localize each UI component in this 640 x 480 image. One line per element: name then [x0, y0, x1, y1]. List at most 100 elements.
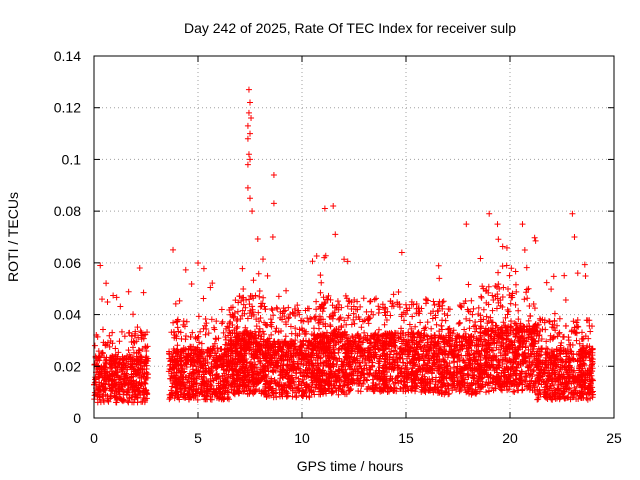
data-point: [357, 303, 364, 310]
data-point: [304, 366, 311, 373]
data-point: [222, 385, 229, 392]
data-point: [465, 308, 472, 315]
data-point: [114, 368, 121, 375]
data-point: [134, 366, 141, 373]
data-point: [388, 348, 395, 355]
data-point: [409, 353, 416, 360]
data-point: [92, 374, 99, 381]
data-point: [400, 347, 407, 354]
data-point: [103, 280, 110, 287]
data-point: [213, 365, 220, 372]
data-point: [172, 300, 179, 307]
data-point: [370, 386, 377, 393]
data-point: [228, 382, 235, 389]
data-point: [477, 356, 484, 363]
data-point: [115, 349, 122, 356]
data-point: [240, 285, 247, 292]
data-point: [437, 362, 444, 369]
data-point: [298, 342, 305, 349]
data-point: [344, 303, 351, 310]
data-point: [103, 356, 110, 363]
data-point: [250, 375, 257, 382]
data-point: [330, 346, 337, 353]
data-point: [397, 377, 404, 384]
data-point: [284, 361, 291, 368]
data-point: [366, 364, 373, 371]
data-point: [320, 294, 327, 301]
data-point: [257, 314, 264, 321]
data-point: [230, 339, 237, 346]
data-point: [238, 297, 245, 304]
data-point: [514, 365, 521, 372]
data-point: [488, 333, 495, 340]
data-point: [244, 371, 251, 378]
data-point: [296, 311, 303, 318]
data-point: [459, 342, 466, 349]
data-point: [336, 367, 343, 374]
data-point: [121, 333, 128, 340]
data-point: [142, 354, 149, 361]
data-point: [525, 352, 532, 359]
data-point: [198, 348, 205, 355]
data-point: [128, 374, 135, 381]
data-point: [203, 326, 210, 333]
data-point: [277, 393, 283, 400]
chart-title: Day 242 of 2025, Rate Of TEC Index for r…: [184, 20, 516, 36]
data-point: [327, 337, 334, 344]
data-point: [375, 309, 382, 316]
data-point: [292, 305, 299, 312]
data-point: [248, 330, 255, 337]
data-point: [424, 297, 431, 304]
data-point: [339, 367, 346, 374]
data-point: [351, 339, 358, 346]
data-point: [364, 371, 371, 378]
data-point: [481, 336, 488, 343]
data-point: [438, 390, 445, 397]
data-point: [175, 392, 182, 399]
data-point: [94, 333, 101, 340]
data-point: [503, 383, 510, 390]
data-point: [330, 356, 337, 363]
data-point: [417, 319, 424, 326]
data-point: [167, 358, 174, 365]
data-point: [394, 364, 401, 371]
data-point: [448, 383, 455, 390]
data-point: [286, 379, 293, 386]
data-point: [366, 356, 373, 363]
data-point: [174, 394, 181, 401]
data-point: [108, 386, 115, 393]
data-point: [446, 374, 453, 381]
data-point: [278, 348, 285, 355]
data-point: [227, 337, 234, 344]
data-point: [497, 352, 504, 359]
data-point: [218, 396, 225, 403]
data-point: [336, 382, 343, 389]
data-point: [329, 361, 336, 368]
data-point: [287, 323, 294, 330]
data-point: [340, 361, 347, 368]
data-point: [133, 394, 140, 401]
data-point: [320, 304, 327, 311]
data-point: [370, 351, 377, 358]
data-point: [369, 376, 376, 383]
data-point: [230, 358, 237, 365]
data-point: [122, 381, 129, 388]
data-point: [284, 362, 291, 369]
data-point: [368, 339, 375, 346]
data-point: [413, 338, 420, 345]
data-point: [246, 387, 253, 394]
data-point: [138, 336, 145, 343]
data-point: [313, 334, 320, 341]
data-point: [435, 300, 442, 307]
data-point: [239, 307, 246, 314]
data-point: [313, 253, 320, 260]
data-point: [210, 386, 217, 393]
data-point: [404, 307, 411, 314]
data-point: [143, 389, 150, 396]
data-point: [384, 389, 391, 396]
data-point: [133, 378, 140, 385]
data-point: [224, 394, 231, 401]
data-point: [200, 295, 207, 302]
data-point: [196, 358, 203, 365]
data-point: [489, 307, 496, 314]
